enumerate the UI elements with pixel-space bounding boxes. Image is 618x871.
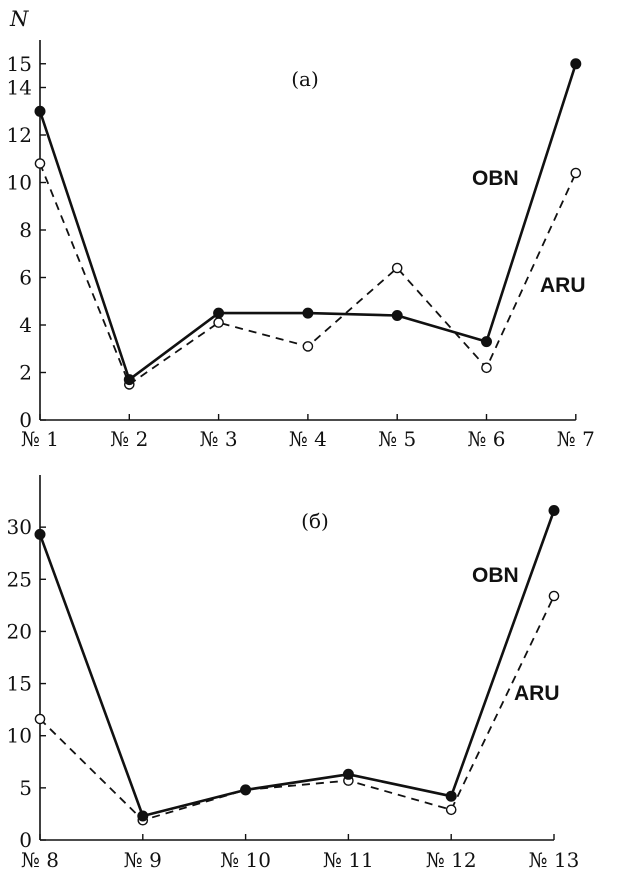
y-tick-label: 0 [19,408,32,432]
x-tick-label: № 9 [124,848,162,871]
x-tick-label: № 13 [529,848,580,871]
y-tick-label: 20 [7,619,32,643]
y-axis-label: N [9,7,29,31]
chart-panel-b: 0 5 10 15 20 25 30 № 8 № 9 № 10 № 11 № 12 № 13 (б) OBN… [7,475,580,871]
panel-label: (б) [301,509,329,533]
data-point-obn [123,374,135,386]
data-point-obn [342,768,354,780]
data-point-obn [302,307,314,319]
x-tick-label: № 3 [200,427,238,451]
series-label-aru: ARU [514,682,560,705]
y-tick-label: 15 [7,672,32,696]
y-tick-label: 30 [7,515,32,539]
data-point-obn [570,58,582,70]
x-tick-label: № 7 [557,427,595,451]
data-point-obn [34,528,46,540]
data-point-obn [391,310,403,321]
series-line-aru [39,595,555,822]
y-tick-label: 10 [7,171,32,195]
series-label-obn: OBN [472,564,519,587]
y-tick-label: 0 [19,828,32,852]
y-tick-label: 2 [19,361,32,385]
data-point-aru [548,590,560,602]
y-tick-label: 6 [19,266,32,290]
x-tick-label: № 4 [289,427,327,451]
data-point-aru [391,262,403,274]
series-label-obn: OBN [472,167,519,190]
data-point-aru [34,713,46,725]
x-tick-label: № 8 [21,848,59,871]
data-point-obn [34,105,46,117]
data-point-obn [213,307,225,319]
data-point-aru [445,804,457,816]
y-tick-label: 14 [7,76,32,100]
data-point-aru [481,362,492,374]
data-point-aru [302,341,314,352]
panel-label: (a) [291,67,319,91]
series-line-obn [38,63,578,381]
x-tick-label: № 10 [220,848,271,871]
data-point-obn [137,810,149,822]
x-tick-label: № 6 [467,427,505,451]
series-line-obn [38,510,556,818]
data-point-obn [481,336,492,348]
x-tick-label: № 11 [323,848,374,871]
y-tick-label: 4 [19,313,32,337]
series-label-aru: ARU [540,274,586,297]
x-tick-label: № 5 [378,427,416,451]
y-tick-label: 25 [7,567,32,591]
data-point-obn [548,505,560,516]
x-tick-label: № 2 [110,427,148,451]
x-tick-label: № 12 [426,848,477,871]
data-point-obn [240,784,252,796]
y-tick-label: 15 [7,52,32,76]
data-point-aru [570,167,582,179]
x-tick-label: № 1 [21,427,59,451]
data-point-aru [213,317,224,328]
y-tick-label: 10 [7,724,32,748]
y-tick-label: 12 [7,123,32,147]
data-point-obn [445,790,457,802]
data-point-aru [34,158,46,169]
y-tick-label: 5 [19,776,32,800]
y-tick-label: 8 [19,218,32,242]
